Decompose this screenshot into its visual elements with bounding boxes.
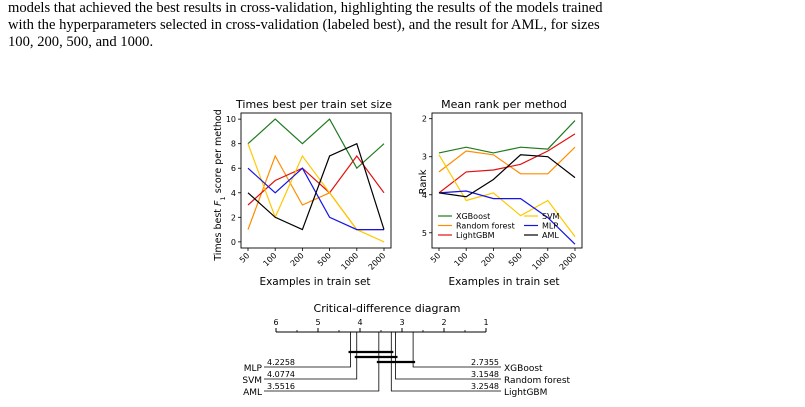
body-text-line: 100, 200, 500, and 1000. [8,34,154,50]
series-line-aml [438,154,576,198]
x-tick-label: 2000 [367,251,388,272]
cd-rank-value: 3.1548 [471,370,499,379]
cd-tick-label: 5 [315,318,320,327]
legend-label-rf: Random forest [456,222,515,231]
cd-method-name: Random forest [504,376,571,386]
cd-tick-label: 1 [483,318,488,327]
chart-mean-rank: Mean rank per method Rank Examples in tr… [418,98,583,288]
legend-label-xgb: XGBoost [456,212,490,221]
critical-difference-diagram: Critical-difference diagram 6 5 4 3 2 1 MLP 4.2… [242,302,570,398]
y-tick-label: 6 [231,164,236,173]
y-tick-label: 3 [422,153,427,162]
x-tick-label: 50 [429,251,443,265]
cd-connector-random-forest [395,332,501,380]
series-line-rf [438,146,576,175]
x-tick-label: 200 [480,251,497,268]
chart-title: Times best per train set size [235,98,392,111]
legend-label-svm: SVM [542,212,560,221]
body-text-paragraph: models that achieved the best results in… [8,0,800,51]
chart-times-best: Times best per train set size Times best… [213,98,392,288]
y-tick-label: 2 [422,115,427,124]
cd-rank-value: 4.2258 [267,358,295,367]
cd-tick-label: 3 [399,318,404,327]
y-axis-label: Rank [418,169,429,194]
x-axis-label: Examples in train set [448,276,559,288]
cd-rank-value: 4.0774 [267,370,295,379]
body-text-line: models that achieved the best results in… [8,0,603,16]
chart-title: Mean rank per method [441,98,567,111]
x-tick-label: 100 [261,251,278,268]
y-tick-label: 5 [422,229,427,238]
cd-method-name: MLP [244,364,263,374]
cd-rank-value: 2.7355 [471,358,499,367]
cd-method-name: AML [243,388,262,398]
y-axis-label-sub: 1 [219,196,227,200]
x-tick-label: 500 [316,251,333,268]
y-axis-label-var: F [213,200,224,206]
x-tick-label: 2000 [558,251,579,272]
x-tick-label: 1000 [339,251,360,272]
cd-tick-label: 6 [273,318,278,327]
plot-frame [431,112,583,249]
legend-label-lgbm: LightGBM [456,231,495,240]
series-line-svm [438,154,576,237]
plot-frame [240,112,392,249]
x-tick-label: 500 [507,251,524,268]
cd-method-name: LightGBM [504,388,547,398]
cd-method-name: XGBoost [504,364,543,374]
x-tick-label: 50 [238,251,252,265]
series-line-xgb [247,118,385,170]
cd-connector-mlp [264,332,351,368]
legend-label-aml: AML [542,231,559,240]
y-tick-label: 10 [226,115,236,124]
x-tick-label: 1000 [530,251,551,272]
series-line-lgbm [247,154,385,206]
y-tick-label: 0 [231,238,236,247]
y-axis-label-suffix: score per method [213,109,224,196]
body-text-line: with the hyperparameters selected in cro… [8,17,600,33]
y-axis-label: Times best F1 score per method [213,109,227,261]
cd-tick-label: 4 [357,318,362,327]
y-axis-label-prefix: Times best [213,206,224,262]
series-line-mlp [438,190,576,245]
x-axis-label: Examples in train set [259,276,370,288]
cd-connector-svm [264,332,358,380]
y-tick-label: 4 [231,189,236,198]
cd-rank-value: 3.2548 [471,382,499,391]
series-line-aml [247,142,385,231]
series-line-svm [247,143,385,243]
chart-title: Critical-difference diagram [314,302,461,315]
x-tick-label: 100 [452,251,469,268]
cd-rank-value: 3.5516 [267,382,295,391]
legend-label-mlp: MLP [542,222,558,231]
y-tick-label: 2 [231,213,236,222]
cd-method-name: SVM [242,376,262,386]
y-tick-label: 4 [422,191,427,200]
x-tick-label: 200 [289,251,306,268]
y-tick-label: 8 [231,140,236,149]
series-line-xgb [438,120,576,154]
cd-connector-xgboost [412,332,501,368]
cd-tick-label: 2 [441,318,446,327]
